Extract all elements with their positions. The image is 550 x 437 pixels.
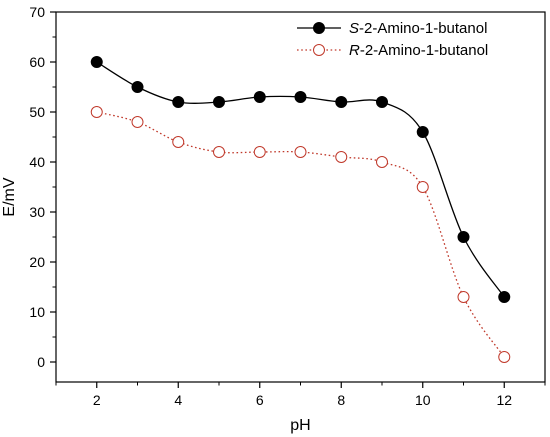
series-2-point (131, 116, 144, 128)
series-1-point (294, 91, 307, 103)
axes (55, 11, 546, 383)
y-tick-label: 40 (29, 154, 45, 170)
y-axis-label: E/mV (1, 177, 18, 216)
series-2-point (253, 146, 266, 158)
y-tick-label: 10 (29, 304, 45, 320)
x-tick-label: 12 (496, 392, 512, 408)
y-tick-label: 70 (29, 4, 45, 20)
plot-frame (55, 11, 546, 383)
legend-label-text: -2-Amino-1-butanol (360, 42, 488, 59)
series-2-point (498, 351, 511, 363)
legend-label-1: S-2-Amino-1-butanol (349, 20, 487, 37)
y-tick-label: 0 (37, 354, 45, 370)
series-2-point (90, 106, 103, 118)
legend-marker-1 (313, 22, 325, 34)
series-1-point (131, 81, 144, 93)
x-axis-label: pH (290, 417, 310, 434)
series-2-point (294, 146, 307, 158)
x-tick-label: 6 (256, 392, 264, 408)
series-1-point (335, 96, 348, 108)
series-2-point (376, 156, 388, 168)
series-1-point (498, 291, 511, 303)
series-1-point (416, 126, 429, 138)
legend-label-prefix: R (349, 42, 360, 59)
series-2-point (213, 146, 225, 158)
legend-label-text: -2-Amino-1-butanol (359, 20, 487, 37)
x-tick-label: 10 (415, 392, 431, 408)
y-tick-label: 20 (29, 254, 45, 270)
series-2-point (416, 181, 429, 193)
y-tick-label: 60 (29, 54, 45, 70)
series-1-point (376, 96, 388, 108)
legend-label-prefix: S (349, 20, 359, 37)
plot-area (90, 56, 511, 363)
legend-marker-2 (313, 44, 325, 56)
x-tick-label: 4 (174, 392, 182, 408)
x-tick-label: 2 (93, 392, 101, 408)
series-2-point (457, 291, 470, 303)
y-tick-label: 50 (29, 104, 45, 120)
series-1-point (253, 91, 266, 103)
series-2-point (172, 136, 185, 148)
x-tick-label: 8 (337, 392, 345, 408)
series-1-point (172, 96, 185, 108)
series-2-point (335, 151, 348, 163)
y-tick-label: 30 (29, 204, 45, 220)
series-1-point (457, 231, 470, 243)
legend-label-2: R-2-Amino-1-butanol (349, 42, 488, 59)
series-1-point (90, 56, 103, 68)
series-1-point (213, 96, 225, 108)
tick-layer: 2 4 6 8 10 12 0 10 20 30 40 50 60 70 (29, 4, 546, 408)
